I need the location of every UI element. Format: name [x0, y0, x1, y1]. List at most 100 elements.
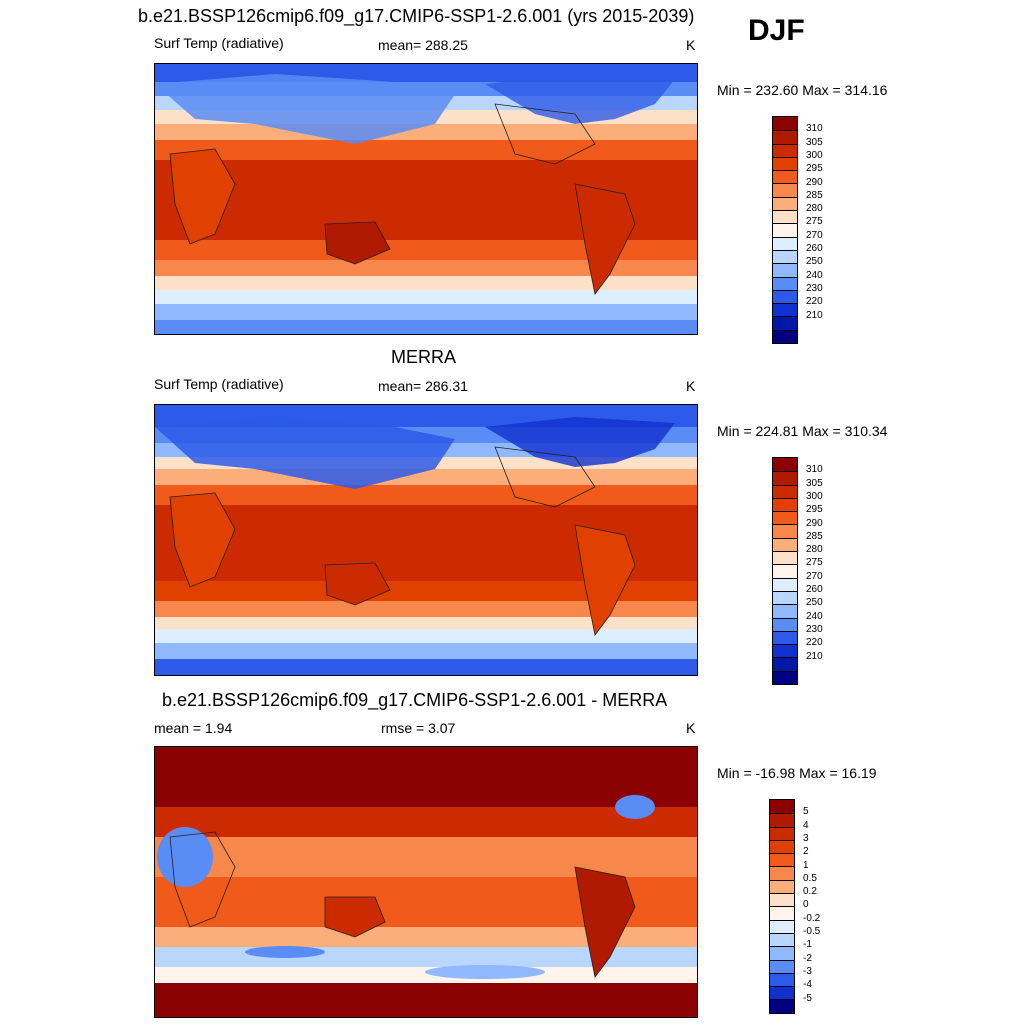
colorbar-swatch	[773, 497, 797, 512]
colorbar-tick-label: 295	[806, 504, 823, 516]
colorbar-swatch	[773, 196, 797, 211]
colorbar-tick-label: -2	[803, 952, 812, 964]
colorbar-tick-label: 280	[806, 203, 823, 215]
colorbar-swatch	[773, 183, 797, 197]
colorbar-tick-label: -1	[803, 939, 812, 951]
colorbar-swatch	[773, 223, 797, 237]
panel-obs-variable-label: Surf Temp (radiative)	[154, 376, 284, 392]
panel-obs-title: MERRA	[391, 347, 457, 367]
colorbar-swatch	[773, 511, 797, 525]
colorbar-tick-label: -4	[803, 979, 812, 991]
panel-diff-map-svg	[155, 747, 697, 1017]
colorbar-swatch	[770, 986, 794, 1000]
colorbar-swatch	[773, 249, 797, 264]
colorbar-swatch	[770, 959, 794, 973]
panel-model-mean-label: mean= 288.25	[378, 37, 468, 53]
colorbar-tick-label: 295	[806, 163, 823, 175]
colorbar-swatch	[770, 932, 794, 947]
colorbar-swatch	[773, 564, 797, 578]
colorbar-tick-label: 300	[806, 490, 823, 502]
colorbar-swatch	[773, 130, 797, 144]
panel-diff-title: b.e21.BSSP126cmip6.f09_g17.CMIP6-SSP1-2.…	[162, 690, 668, 710]
colorbar-swatch	[773, 458, 797, 472]
panel-diff-map	[154, 746, 698, 1018]
colorbar-swatch	[770, 906, 794, 920]
colorbar-swatch	[770, 893, 794, 907]
colorbar-swatch	[770, 919, 794, 933]
colorbar-swatch	[773, 303, 797, 317]
panel-model-colorbar	[772, 116, 798, 345]
colorbar-tick-label: 260	[806, 243, 823, 254]
colorbar-swatch	[773, 617, 797, 631]
colorbar-tick-label: 260	[806, 584, 823, 595]
colorbar-swatch	[770, 813, 794, 827]
figure-title: b.e21.BSSP126cmip6.f09_g17.CMIP6-SSP1-2.…	[138, 6, 695, 26]
colorbar-swatch	[773, 577, 797, 591]
colorbar-swatch	[773, 156, 797, 171]
colorbar-tick-label: 290	[806, 517, 823, 529]
colorbar-tick-label: 310	[806, 464, 823, 476]
colorbar-tick-label: 305	[806, 136, 823, 148]
colorbar-tick-label: 290	[806, 176, 823, 188]
colorbar-swatch	[773, 630, 797, 645]
colorbar-swatch	[770, 879, 794, 894]
colorbar-swatch	[773, 263, 797, 277]
colorbar-swatch	[770, 826, 794, 840]
colorbar-tick-label: 4	[803, 819, 809, 831]
colorbar-tick-label: 275	[806, 216, 823, 228]
colorbar-swatch	[773, 551, 797, 565]
colorbar-tick-label: 285	[806, 189, 823, 201]
colorbar-swatch	[773, 644, 797, 658]
colorbar-swatch	[773, 537, 797, 552]
colorbar-swatch	[773, 329, 797, 344]
colorbar-swatch	[773, 276, 797, 290]
colorbar-tick-label: 310	[806, 123, 823, 135]
colorbar-swatch	[773, 117, 797, 131]
colorbar-tick-label: 5	[803, 806, 809, 818]
colorbar-swatch	[773, 170, 797, 184]
colorbar-swatch	[770, 853, 794, 867]
colorbar-tick-label: -5	[803, 992, 812, 1004]
colorbar-tick-label: -0.5	[803, 926, 821, 937]
panel-obs-units: K	[686, 378, 696, 394]
colorbar-tick-label: 0	[803, 899, 809, 911]
colorbar-tick-label: 240	[806, 610, 823, 622]
colorbar-tick-label: -0.2	[803, 912, 821, 924]
colorbar-swatch	[773, 524, 797, 538]
colorbar-tick-label: 230	[806, 282, 823, 294]
colorbar-tick-label: 280	[806, 544, 823, 556]
colorbar-tick-label: 1	[803, 859, 809, 871]
colorbar-tick-label: 240	[806, 269, 823, 281]
panel-obs-mean-label: mean= 286.31	[378, 378, 468, 394]
panel-diff-minmax: Min = -16.98 Max = 16.19	[717, 765, 877, 781]
colorbar-swatch	[773, 657, 797, 671]
colorbar-tick-label: 270	[806, 229, 823, 241]
colorbar-swatch	[770, 946, 794, 960]
colorbar-tick-label: 285	[806, 530, 823, 542]
colorbar-swatch	[770, 800, 794, 814]
colorbar-swatch	[773, 210, 797, 224]
panel-diff-mean-label: mean = 1.94	[154, 720, 233, 736]
colorbar-tick-label: 0.2	[803, 886, 817, 898]
panel-diff-units: K	[686, 720, 696, 736]
colorbar-swatch	[773, 289, 797, 304]
colorbar-swatch	[773, 590, 797, 605]
panel-model-map	[154, 63, 698, 335]
colorbar-swatch	[773, 484, 797, 498]
colorbar-tick-label: 210	[806, 309, 823, 321]
season-label: DJF	[748, 14, 805, 47]
panel-model-units: K	[686, 37, 696, 53]
panel-model-minmax: Min = 232.60 Max = 314.16	[717, 82, 888, 98]
panel-obs-map	[154, 404, 698, 676]
colorbar-tick-label: 250	[806, 597, 823, 609]
colorbar-tick-label: 300	[806, 149, 823, 161]
colorbar-tick-label: 275	[806, 557, 823, 569]
colorbar-tick-label: 210	[806, 650, 823, 662]
colorbar-tick-label: 305	[806, 477, 823, 489]
colorbar-swatch	[770, 972, 794, 987]
colorbar-swatch	[773, 143, 797, 157]
colorbar-tick-label: 0.5	[803, 872, 817, 884]
colorbar-tick-label: 250	[806, 256, 823, 268]
colorbar-tick-label: 3	[803, 832, 809, 844]
colorbar-swatch	[773, 236, 797, 250]
